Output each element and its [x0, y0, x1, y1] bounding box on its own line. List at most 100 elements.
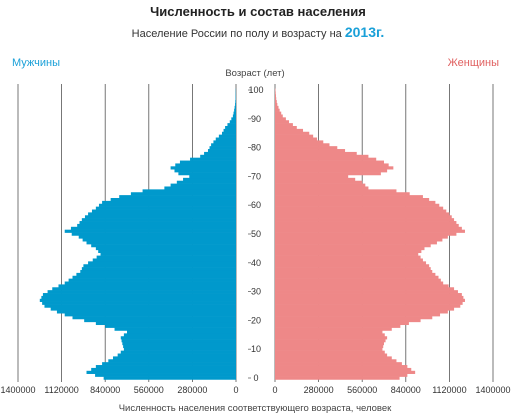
male-bar	[103, 376, 237, 380]
male-bar	[123, 333, 236, 337]
female-bar	[275, 169, 388, 173]
female-bar	[275, 111, 282, 115]
female-bar	[275, 365, 408, 369]
male-bar	[72, 316, 236, 320]
female-bar	[275, 91, 276, 95]
male-bar	[142, 189, 236, 193]
female-bar	[275, 218, 455, 222]
male-bar	[64, 281, 236, 285]
female-bar	[275, 186, 369, 190]
female-bar	[275, 221, 457, 225]
female-bar	[275, 241, 437, 245]
male-bar	[175, 163, 236, 167]
male-bar	[41, 295, 236, 300]
age-tick-label: 90	[251, 114, 261, 124]
female-bar	[275, 157, 377, 161]
female-bar	[275, 238, 443, 242]
age-tick-label: 10	[251, 344, 261, 354]
male-bar	[120, 336, 236, 340]
male-bar	[234, 105, 236, 110]
male-bar	[110, 198, 236, 202]
female-bar	[275, 215, 452, 219]
male-bar	[82, 238, 236, 242]
male-bar	[122, 342, 236, 346]
male-bar	[98, 249, 236, 254]
male-bar	[227, 123, 236, 127]
male-bar	[77, 223, 237, 228]
female-bar	[275, 203, 440, 207]
male-bar	[84, 215, 236, 219]
male-bar	[86, 370, 236, 374]
female-bar	[275, 166, 394, 170]
male-bar	[233, 111, 236, 115]
male-bar	[50, 307, 237, 311]
female-bar	[275, 232, 457, 236]
female-bar	[275, 172, 381, 176]
male-bar	[84, 318, 236, 323]
male-bar	[130, 192, 236, 196]
male-bar	[215, 137, 236, 141]
female-bar	[275, 195, 423, 199]
male-bar	[95, 246, 236, 251]
female-label: Женщины	[448, 57, 499, 69]
male-x-tick-label: 280000	[177, 385, 207, 395]
female-bar	[275, 321, 409, 326]
female-bar	[275, 264, 430, 268]
male-bar	[170, 183, 236, 187]
female-bar	[275, 255, 421, 259]
male-x-tick-label: 560000	[134, 385, 164, 395]
male-bar	[42, 301, 237, 305]
female-bar	[275, 275, 439, 279]
female-bar	[275, 163, 389, 167]
male-bar	[174, 169, 236, 173]
female-bar	[275, 146, 338, 150]
age-tick-labels: 0 10 20 30 40 50 60 70 80 90 100	[248, 85, 264, 383]
female-bar	[275, 114, 283, 118]
male-x-tick-label: 1120000	[44, 385, 78, 395]
female-x-tick-label: 1400000	[475, 385, 510, 395]
male-bar	[213, 140, 236, 144]
female-bar	[275, 359, 397, 363]
male-bar	[72, 275, 236, 279]
female-bar	[275, 270, 433, 274]
age-tick-label: 30	[251, 287, 261, 297]
female-bar	[275, 301, 463, 305]
male-bar	[91, 244, 236, 248]
female-bar	[275, 278, 441, 282]
male-bar	[70, 226, 236, 230]
female-bar	[275, 137, 318, 141]
female-bar	[275, 209, 447, 213]
female-bar	[275, 192, 410, 196]
subtitle-year: 2013г.	[345, 24, 384, 40]
female-bar	[275, 313, 441, 317]
male-bar	[229, 120, 236, 124]
female-bar	[275, 154, 369, 158]
female-bar	[275, 336, 388, 340]
female-bar	[275, 362, 402, 366]
male-bar	[80, 270, 237, 274]
male-x-tick-label: 840000	[90, 385, 120, 395]
male-bar	[91, 209, 236, 213]
male-bar	[64, 313, 236, 317]
female-bar	[275, 350, 385, 354]
female-bar	[275, 198, 430, 202]
male-bar	[102, 362, 236, 366]
male-bar	[96, 255, 236, 259]
female-bar	[275, 226, 462, 230]
female-bar	[275, 180, 363, 184]
age-tick-label: 0	[253, 373, 258, 383]
male-bar	[190, 157, 236, 161]
x-axis-title: Численность населения соответствующего в…	[119, 403, 392, 414]
male-bar	[88, 212, 236, 216]
male-bar	[100, 252, 237, 256]
male-bar	[112, 356, 236, 360]
male-bar	[234, 108, 236, 112]
male-bar	[121, 339, 236, 343]
male-bar	[223, 128, 236, 133]
female-bar	[275, 258, 423, 262]
female-bar	[275, 370, 416, 374]
female-bar	[275, 295, 464, 300]
female-bar	[275, 304, 461, 308]
female-bar	[275, 117, 286, 121]
male-bar	[114, 327, 236, 331]
